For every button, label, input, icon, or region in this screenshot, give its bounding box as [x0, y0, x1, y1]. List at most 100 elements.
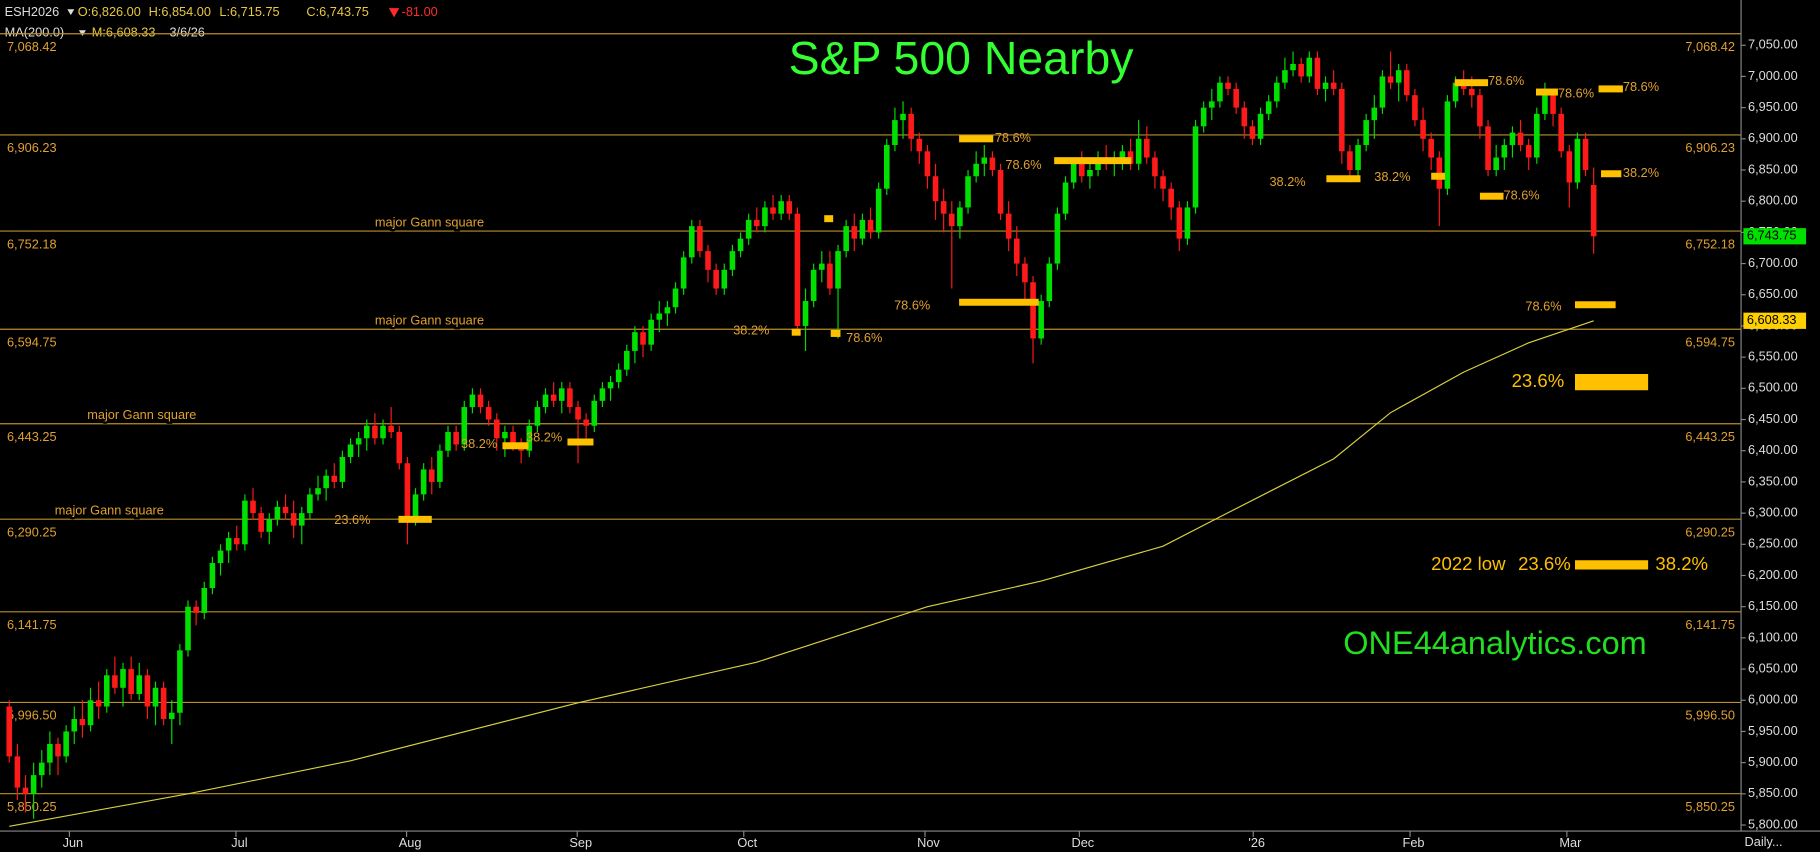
candle-body: [6, 706, 13, 757]
watermark: ONE44analytics.com: [1343, 625, 1646, 661]
candle-body: [307, 494, 313, 514]
candle-body: [1046, 263, 1053, 302]
y-tick-label: 5,800.00: [1748, 816, 1798, 831]
fib-bar: [1600, 170, 1622, 178]
level-label-right: 6,752.18: [1685, 236, 1735, 251]
candle-body: [1314, 57, 1321, 89]
candle-body: [1200, 107, 1207, 127]
candle-body: [493, 419, 500, 439]
y-tick-label: 6,300.00: [1748, 504, 1798, 519]
candle-body: [778, 201, 784, 214]
candle-body: [884, 145, 890, 189]
dropdown-icon[interactable]: [78, 30, 86, 36]
level-label-left: 6,443.25: [7, 429, 57, 444]
candle-body: [1428, 138, 1434, 158]
y-tick-label: 6,650.00: [1748, 286, 1798, 301]
level-label-right: 6,290.25: [1685, 524, 1735, 539]
candle-body: [1347, 151, 1353, 171]
candle-body: [1070, 163, 1077, 183]
level-label-right: 7,068.42: [1685, 39, 1735, 54]
candle-body: [575, 407, 581, 420]
candle-body: [1420, 120, 1426, 139]
fib-bar: [502, 442, 529, 450]
fib-label: 78.6%: [1005, 157, 1041, 172]
candle-body: [1550, 95, 1556, 114]
target-label: 23.6%: [1512, 370, 1565, 391]
candle-body: [721, 269, 728, 289]
candle-body: [526, 425, 533, 451]
candle-body: [688, 226, 695, 258]
price-box-label: 6,608.33: [1747, 312, 1797, 327]
candle-body: [217, 550, 224, 564]
gann-label: major Gann square: [55, 502, 164, 517]
low: L:6,715.75: [219, 4, 279, 19]
candle-body: [875, 188, 882, 233]
candle-body: [323, 475, 329, 489]
candle-body: [737, 238, 744, 252]
candle-body: [339, 456, 346, 482]
candle-body: [1517, 132, 1524, 146]
x-tick-label: Jul: [231, 835, 247, 850]
candle-body: [1087, 170, 1093, 177]
candle-body: [818, 263, 825, 270]
candle-body: [1168, 188, 1174, 208]
candle-body: [112, 675, 118, 688]
candle-body: [1176, 207, 1183, 239]
candle-body: [1534, 113, 1540, 158]
candle-body: [258, 513, 264, 532]
y-tick-label: 6,400.00: [1748, 442, 1798, 457]
candle-body: [599, 388, 606, 401]
high: H:6,854.00: [149, 4, 211, 19]
candle-body: [770, 207, 776, 214]
candle-body: [697, 226, 703, 252]
y-tick-label: 6,500.00: [1748, 380, 1798, 395]
candle-body: [282, 506, 289, 514]
candle-body: [510, 432, 516, 445]
candle-body: [388, 425, 394, 433]
candle-body: [1355, 145, 1361, 171]
fib-label: 78.6%: [1525, 299, 1561, 314]
candle-body: [1306, 57, 1313, 77]
y-tick-label: 6,550.00: [1748, 349, 1798, 364]
candle-body: [1192, 126, 1199, 208]
candle-body: [949, 213, 955, 227]
y-tick-label: 6,350.00: [1748, 473, 1798, 488]
candle-body: [835, 251, 841, 289]
candle-body: [1265, 101, 1272, 114]
candle-body: [363, 425, 370, 439]
candle-body: [867, 219, 874, 233]
candle-body: [1452, 82, 1459, 102]
candle-body: [103, 675, 110, 707]
level-label-left: 6,906.23: [7, 140, 57, 155]
candle-body: [924, 151, 931, 177]
candle-body: [1290, 63, 1296, 71]
y-tick-label: 7,050.00: [1748, 37, 1798, 52]
price-box-label: 6,743.75: [1747, 228, 1797, 243]
candle-body: [1274, 82, 1280, 102]
candle-body: [542, 394, 549, 408]
target-bar: [1574, 560, 1649, 570]
candle-body: [827, 263, 833, 289]
dropdown-icon[interactable]: [67, 9, 75, 16]
candle-body: [1038, 301, 1044, 339]
level-label-right: 6,594.75: [1685, 335, 1735, 350]
level-label-right: 6,443.25: [1685, 429, 1735, 444]
fib-label: 78.6%: [1558, 85, 1594, 100]
period-label[interactable]: Daily...: [1745, 834, 1783, 849]
target-label: 38.2%: [1655, 553, 1708, 574]
plot-area: 7,068.42 7,068.42 6,906.23 6,906.23 6,752.18…: [0, 33, 1742, 827]
candle-body: [558, 388, 565, 401]
candle-body: [404, 463, 411, 520]
candle-body: [225, 538, 232, 551]
candle-body: [1371, 107, 1378, 121]
candle-body: [331, 475, 338, 482]
candle-body: [38, 762, 45, 776]
candle-body: [1135, 138, 1142, 164]
gann-label: major Gann square: [375, 312, 484, 327]
candle-body: [1217, 82, 1223, 102]
y-tick-label: 5,950.00: [1748, 723, 1798, 738]
fib-bar: [791, 328, 801, 336]
fib-label: 78.6%: [995, 130, 1031, 145]
fib-bar: [1479, 192, 1504, 200]
candle-body: [1582, 138, 1589, 171]
